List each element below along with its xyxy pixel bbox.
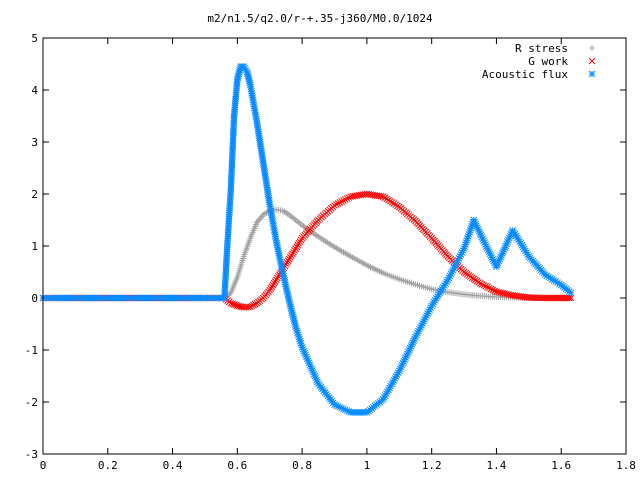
x-tick-label: 0.2 <box>98 459 118 472</box>
series-acoustic-flux <box>39 63 575 416</box>
data-point <box>485 284 493 292</box>
x-tick-label: 0 <box>40 459 47 472</box>
data-point <box>332 201 340 208</box>
legend-marker <box>588 70 596 78</box>
data-point <box>478 281 486 288</box>
legend-label: Acoustic flux <box>482 68 568 81</box>
data-point <box>497 289 504 297</box>
data-point <box>482 282 490 290</box>
data-point <box>334 200 342 207</box>
data-point <box>565 294 573 302</box>
x-tick-label: 1 <box>364 459 371 472</box>
data-point <box>480 281 488 289</box>
legend-label: R stress <box>515 42 568 55</box>
x-tick-label: 0.8 <box>292 459 312 472</box>
x-tick-label: 1.6 <box>551 459 571 472</box>
data-point <box>499 289 506 297</box>
legend-label: G work <box>528 55 568 68</box>
plot-frame <box>42 37 627 455</box>
y-tick-label: -3 <box>25 448 38 461</box>
data-point <box>501 290 508 297</box>
data-point <box>251 300 259 308</box>
data-point <box>341 196 349 203</box>
x-tick-label: 0.6 <box>227 459 247 472</box>
x-tick-label: 1.2 <box>422 459 442 472</box>
data-point <box>343 195 351 202</box>
data-point <box>505 291 512 298</box>
x-tick-label: 1.4 <box>487 459 507 472</box>
y-tick-label: 3 <box>31 136 38 149</box>
chart-title: m2/n1.5/q2.0/r-+.35-j360/M0.0/1024 <box>207 12 433 25</box>
data-point <box>487 285 495 293</box>
data-point <box>567 289 575 297</box>
data-point <box>338 198 346 205</box>
data-point <box>246 303 254 311</box>
data-point <box>340 197 347 204</box>
data-point <box>331 202 338 209</box>
legend-marker <box>589 45 595 51</box>
data-point <box>244 303 252 311</box>
y-axis: -3 -2 -1 0 1 2 3 4 5 <box>25 32 626 461</box>
y-tick-label: 4 <box>31 84 38 97</box>
data-point <box>491 287 498 295</box>
data-point <box>476 280 484 287</box>
y-tick-label: 2 <box>31 188 38 201</box>
x-axis: 0 0.2 0.4 0.6 0.8 1 1.2 1.4 1.6 1.8 <box>40 38 636 472</box>
y-tick-label: 0 <box>31 292 38 305</box>
data-point <box>495 288 502 296</box>
plot-area <box>39 63 575 416</box>
data-point <box>248 302 256 310</box>
data-point <box>484 283 491 291</box>
data-point <box>503 290 510 298</box>
series-g-work <box>39 190 575 311</box>
data-point <box>493 288 500 296</box>
x-tick-label: 1.8 <box>616 459 636 472</box>
data-point <box>567 294 575 302</box>
legend-marker <box>588 57 596 65</box>
data-point <box>250 301 257 309</box>
y-tick-label: 1 <box>31 240 38 253</box>
data-point <box>336 199 344 206</box>
y-tick-label: -1 <box>25 344 38 357</box>
x-tick-label: 0.4 <box>163 459 183 472</box>
y-tick-label: 5 <box>31 32 38 45</box>
y-tick-label: -2 <box>25 396 38 409</box>
data-point <box>489 286 497 294</box>
data-point <box>345 194 353 201</box>
data-point <box>377 192 385 200</box>
